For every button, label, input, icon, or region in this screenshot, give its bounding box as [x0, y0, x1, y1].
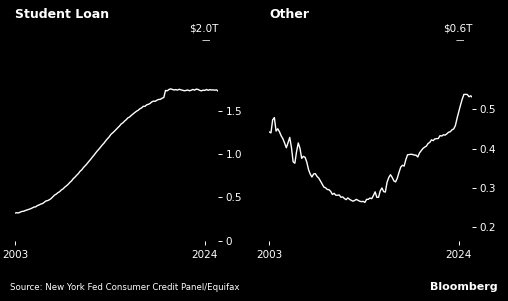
Text: Student Loan: Student Loan: [15, 8, 109, 21]
Text: —: —: [456, 36, 464, 45]
Text: Source: New York Fed Consumer Credit Panel/Equifax: Source: New York Fed Consumer Credit Pan…: [10, 283, 240, 292]
Text: Other: Other: [269, 8, 309, 21]
Text: $0.6T: $0.6T: [443, 23, 472, 33]
Text: Bloomberg: Bloomberg: [430, 282, 498, 292]
Text: $2.0T: $2.0T: [189, 23, 218, 33]
Text: —: —: [202, 36, 210, 45]
